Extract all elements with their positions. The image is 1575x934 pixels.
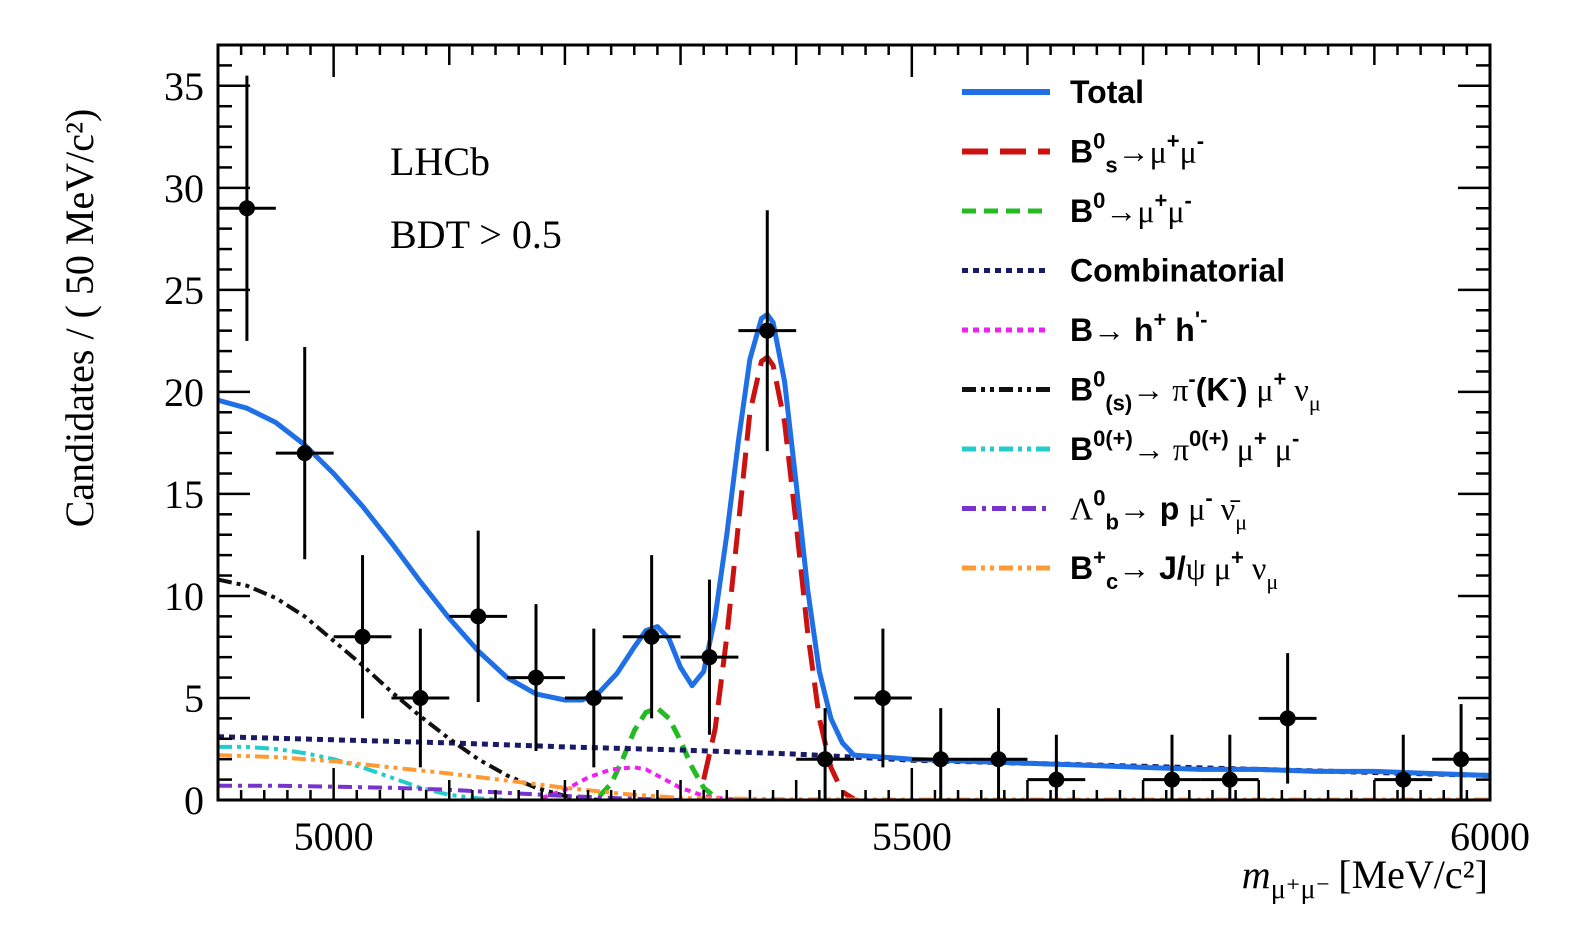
data-point: [1200, 734, 1259, 800]
legend-item-hh: B→ h+ h'-: [962, 307, 1207, 348]
data-marker: [354, 628, 371, 645]
annotation-lhcb: LHCb: [390, 139, 490, 184]
legend-item-lambda: Λ0b→ p μ- ν̄μ: [962, 486, 1247, 535]
data-point: [449, 530, 508, 703]
data-point: [564, 628, 623, 768]
data-point: [738, 210, 797, 452]
data-marker: [759, 322, 776, 339]
data-point: [969, 708, 1028, 800]
x-tick-label: 6000: [1450, 814, 1530, 859]
legend-item-bd: B0→μ+μ-: [962, 188, 1192, 229]
data-points: [218, 75, 1490, 800]
y-axis-title: Candidates / ( 50 MeV/c²): [57, 109, 102, 528]
legend-label: Λ0b→ p μ- ν̄μ: [1070, 486, 1247, 535]
y-tick-label: 20: [164, 370, 204, 415]
data-marker: [1221, 771, 1238, 788]
data-marker: [238, 200, 255, 217]
legend-label: B0→μ+μ-: [1070, 188, 1192, 229]
data-marker: [932, 751, 949, 768]
data-point: [1143, 734, 1201, 800]
curve-component-8: [218, 753, 1490, 800]
data-marker: [1048, 771, 1065, 788]
y-tick-label: 30: [164, 166, 204, 211]
plot-frame: [216, 43, 1492, 802]
legend-label: B0s→μ+μ-: [1070, 129, 1204, 178]
data-point: [854, 628, 912, 768]
curve-component-6: [218, 744, 508, 800]
data-point: [275, 347, 334, 560]
legend-item-comb: Combinatorial: [962, 253, 1285, 289]
data-point: [1374, 734, 1433, 800]
legend-item-pimumu: B0(+)→ π0(+) μ+ μ-: [962, 426, 1299, 467]
curve-component-5: [218, 577, 600, 800]
data-point: [507, 604, 565, 752]
data-marker: [1453, 751, 1470, 768]
legend-item-pimunu: B0(s)→ π-(K-) μ+ νμ: [962, 367, 1321, 416]
data-point: [333, 555, 392, 719]
legend-label: B0(s)→ π-(K-) μ+ νμ: [1070, 367, 1321, 416]
curve-component-2: [597, 705, 717, 799]
data-marker: [701, 649, 718, 666]
legend-item-total: Total: [962, 74, 1144, 110]
legend-item-bc: B+c→ J/ψ μ+ νμ: [962, 545, 1278, 594]
data-marker: [1164, 771, 1180, 788]
data-marker: [585, 689, 602, 706]
data-point: [622, 555, 681, 719]
data-point: [391, 628, 450, 768]
y-tick-label: 25: [164, 268, 204, 313]
axis-ticks: [218, 45, 1490, 800]
x-tick-label: 5000: [294, 814, 374, 859]
y-tick-label: 15: [164, 472, 204, 517]
tick-labels: 5000 5500 6000 0 5 10 15 20 25 30 35: [164, 64, 1530, 859]
legend-label: Combinatorial: [1070, 253, 1285, 289]
legend-label: B→ h+ h'-: [1070, 307, 1207, 348]
legend-item-bs: B0s→μ+μ-: [962, 129, 1204, 178]
data-point: [680, 579, 739, 735]
legend-label: Total: [1070, 74, 1144, 110]
curve-component-4: [541, 765, 750, 800]
fit-curves: [218, 311, 1490, 800]
y-tick-label: 35: [164, 64, 204, 109]
y-tick-label: 5: [184, 676, 204, 721]
data-marker: [412, 689, 429, 706]
y-tick-label: 10: [164, 574, 204, 619]
legend: Total B0s→μ+μ- B0→μ+μ- Combinatorial B→ h+ h…: [962, 74, 1321, 594]
x-axis-title: mμ⁺μ⁻ [MeV/c²]: [1242, 852, 1488, 905]
data-marker: [528, 669, 544, 686]
curve-component-1: [701, 354, 856, 800]
y-tick-label: 0: [184, 778, 204, 823]
data-marker: [990, 751, 1007, 768]
data-point: [1027, 734, 1086, 800]
data-marker: [1279, 710, 1296, 727]
data-point: [911, 708, 970, 800]
data-marker: [1395, 771, 1412, 788]
data-marker: [874, 689, 891, 706]
data-marker: [817, 751, 834, 768]
annotation-bdt-cut: BDT > 0.5: [390, 212, 562, 257]
x-tick-label: 5500: [872, 814, 952, 859]
data-marker: [470, 608, 487, 625]
data-point: [1258, 653, 1317, 784]
data-marker: [296, 445, 313, 462]
legend-label: B+c→ J/ψ μ+ νμ: [1070, 545, 1278, 594]
data-point: [796, 708, 854, 800]
legend-label: B0(+)→ π0(+) μ+ μ-: [1070, 426, 1299, 467]
data-marker: [643, 628, 660, 645]
curve-total: [218, 311, 1490, 778]
